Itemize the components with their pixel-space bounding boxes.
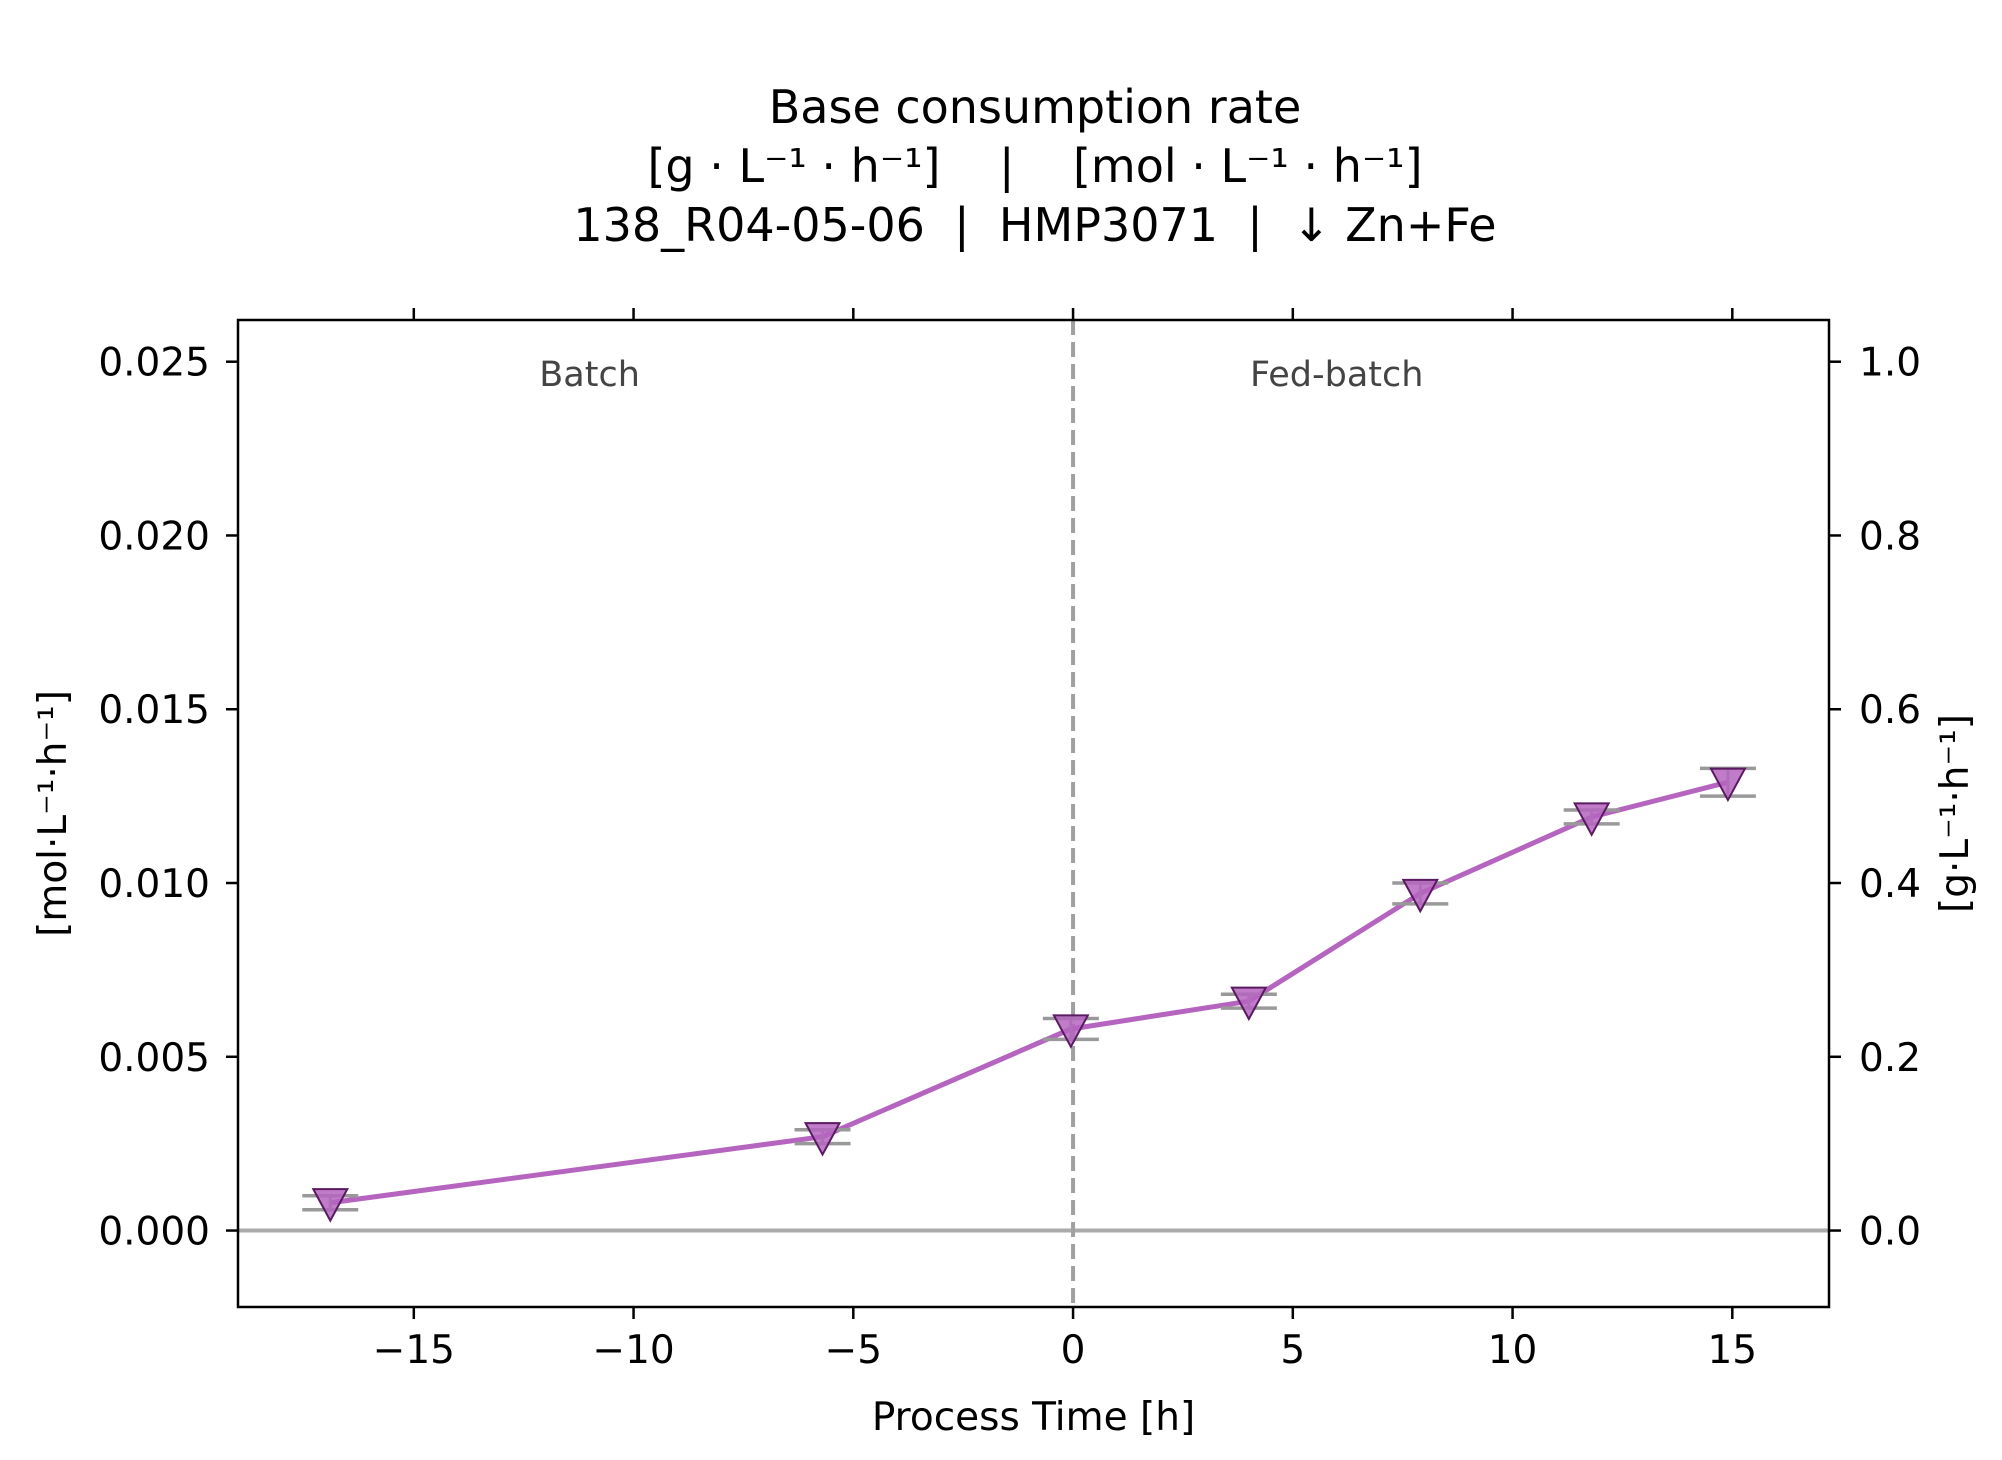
y-left-axis-label: [mol·L⁻¹·h⁻¹] bbox=[31, 690, 76, 937]
x-tick-label-6: 15 bbox=[1707, 1328, 1757, 1373]
y-right-tick-label-0: 0.0 bbox=[1859, 1210, 1921, 1255]
phase-label-0: Batch bbox=[539, 355, 640, 395]
title-line-3: 138_R04-05-06 | HMP3071 | ↓ Zn+Fe bbox=[573, 198, 1497, 252]
title-line-2: [g · L⁻¹ · h⁻¹] | [mol · L⁻¹ · h⁻¹] bbox=[647, 139, 1423, 193]
y-left-tick-label-4: 0.020 bbox=[98, 514, 210, 559]
y-left-tick-label-0: 0.000 bbox=[98, 1210, 210, 1255]
data-point-6 bbox=[1709, 767, 1747, 803]
data-point-3 bbox=[1230, 986, 1268, 1022]
data-point-0 bbox=[311, 1188, 349, 1223]
y-right-tick-label-5: 1.0 bbox=[1859, 341, 1921, 386]
x-tick-label-2: −5 bbox=[825, 1328, 883, 1373]
x-tick-label-5: 10 bbox=[1488, 1328, 1538, 1373]
data-point-1 bbox=[803, 1122, 842, 1157]
series-line-0 bbox=[329, 779, 1729, 1206]
data-point-4 bbox=[1401, 878, 1439, 914]
plot-frame bbox=[236, 318, 1831, 1309]
y-right-tick-label-1: 0.2 bbox=[1859, 1036, 1921, 1081]
x-tick-label-1: −10 bbox=[592, 1328, 674, 1373]
y-right-tick-label-4: 0.8 bbox=[1859, 514, 1921, 559]
chart-title: Base consumption rate [g · L⁻¹ · h⁻¹] | … bbox=[0, 78, 2002, 255]
data-point-2 bbox=[1052, 1014, 1090, 1049]
y-left-tick-label-1: 0.005 bbox=[98, 1036, 210, 1081]
data-point-5 bbox=[1572, 802, 1611, 837]
y-left-tick-label-3: 0.015 bbox=[98, 688, 210, 733]
x-tick-label-4: 5 bbox=[1280, 1328, 1305, 1373]
y-right-tick-label-2: 0.4 bbox=[1859, 862, 1921, 907]
phase-label-1: Fed-batch bbox=[1250, 355, 1423, 395]
x-tick-label-0: −15 bbox=[373, 1328, 455, 1373]
x-tick-label-3: 0 bbox=[1061, 1328, 1086, 1373]
x-axis-label: Process Time [h] bbox=[872, 1395, 1195, 1440]
y-left-tick-label-2: 0.010 bbox=[98, 862, 210, 907]
y-right-tick-label-3: 0.6 bbox=[1859, 688, 1921, 733]
y-right-axis-label: [g·L⁻¹·h⁻¹] bbox=[1933, 714, 1978, 913]
y-left-tick-label-5: 0.025 bbox=[98, 341, 210, 386]
title-line-1: Base consumption rate bbox=[768, 80, 1302, 134]
